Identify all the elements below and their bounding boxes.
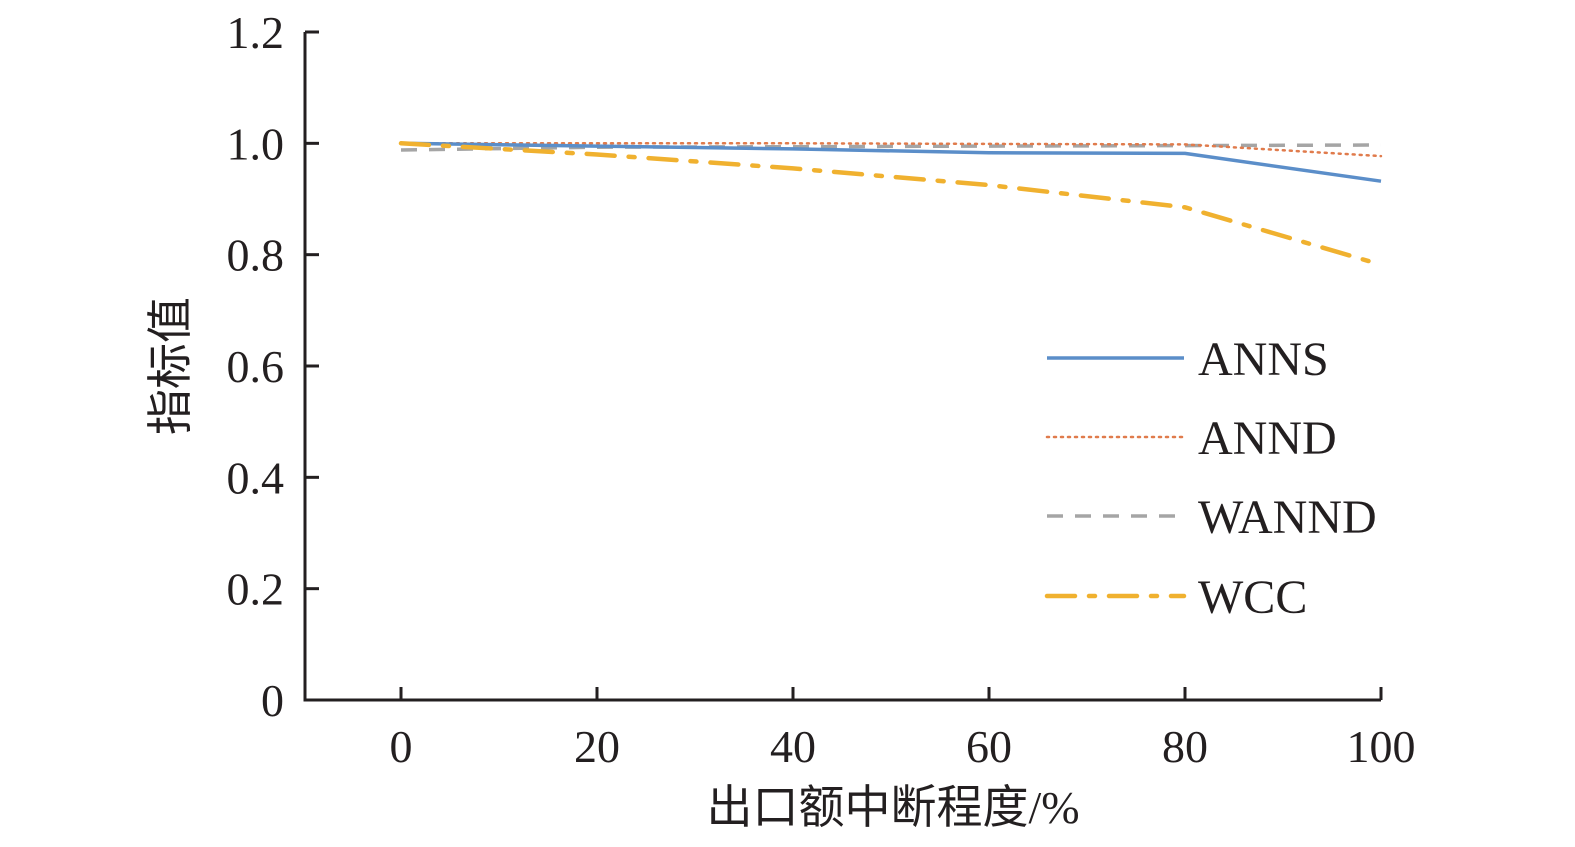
- x-tick-label: 80: [1162, 721, 1208, 772]
- x-tick-label: 0: [390, 721, 413, 772]
- series-annd: [399, 142, 1383, 158]
- y-axis-title: 指标值: [145, 297, 196, 435]
- series-anns: [400, 141, 1382, 183]
- y-tick-label: 0.4: [227, 452, 285, 503]
- y-tick-label: 0.8: [227, 230, 285, 281]
- x-tick-label: 100: [1347, 721, 1416, 772]
- y-tick-label: 0.6: [227, 341, 285, 392]
- legend-label-wannd: WANND: [1198, 491, 1377, 544]
- legend-label-anns: ANNS: [1198, 333, 1329, 386]
- series-lines: [398, 141, 1384, 267]
- y-tick-label: 1.0: [227, 118, 285, 169]
- x-axis-title: 出口额中断程度/%: [706, 782, 1079, 833]
- series-wcc: [398, 141, 1384, 267]
- x-tick-label: 20: [574, 721, 620, 772]
- legend-label-wcc: WCC: [1198, 571, 1307, 624]
- y-tick-label: 1.2: [227, 7, 285, 58]
- legend-label-annd: ANND: [1198, 412, 1337, 465]
- y-axis: 0 0.2 0.4 0.6 0.8 1.0 1.2: [227, 7, 319, 726]
- y-tick-label: 0: [261, 675, 284, 726]
- legend: ANNS ANND WANND WCC: [1044, 333, 1377, 624]
- x-tick-label: 60: [966, 721, 1012, 772]
- x-axis: 0 20 40 60 80 100: [303, 687, 1416, 772]
- x-tick-label: 40: [770, 721, 816, 772]
- y-tick-label: 0.2: [227, 564, 285, 615]
- series-wannd: [400, 143, 1382, 152]
